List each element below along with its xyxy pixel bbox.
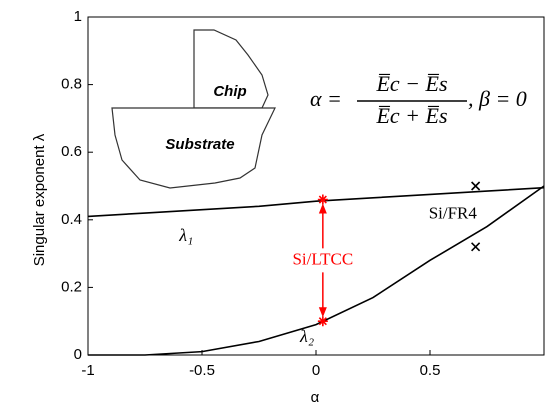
arrow-head bbox=[318, 307, 327, 318]
substrate-label: Substrate bbox=[165, 136, 234, 153]
substrate-shape bbox=[111, 107, 276, 189]
curve bbox=[87, 186, 545, 218]
y-tick-label: 0.4 bbox=[61, 211, 82, 228]
curve-label: λ₁ bbox=[178, 225, 193, 245]
data-point bbox=[471, 181, 481, 191]
formula-denominator: E̅c + E̅s bbox=[375, 103, 447, 128]
curve bbox=[88, 185, 545, 356]
x-tick-label: -0.5 bbox=[189, 362, 215, 379]
x-tick-label: 0.5 bbox=[420, 362, 441, 379]
curve-label: λ₂ bbox=[299, 326, 314, 346]
annotation: Si/LTCC bbox=[292, 249, 353, 268]
data-point bbox=[317, 316, 328, 327]
y-axis-label: Singular exponent λ bbox=[31, 133, 48, 266]
x-axis-label: α bbox=[311, 389, 320, 406]
y-tick-label: 0.2 bbox=[61, 278, 82, 295]
arrow-head bbox=[318, 203, 327, 214]
chip-label: Chip bbox=[213, 83, 246, 100]
label-background bbox=[285, 248, 360, 273]
y-tick-label: 0.8 bbox=[61, 76, 82, 93]
x-tick-label: 0 bbox=[312, 362, 320, 379]
formula-rhs: , β = 0 bbox=[468, 86, 527, 111]
formula-numerator: E̅c − E̅s bbox=[375, 71, 447, 96]
y-tick-label: 0 bbox=[74, 346, 82, 363]
x-tick-label: -1 bbox=[81, 362, 94, 379]
data-point bbox=[471, 242, 481, 252]
annotation: Si/FR4 bbox=[429, 204, 478, 223]
formula-lhs: α = bbox=[310, 86, 342, 111]
data-point bbox=[317, 194, 328, 205]
y-tick-label: 1 bbox=[74, 8, 82, 25]
y-tick-label: 0.6 bbox=[61, 143, 82, 160]
